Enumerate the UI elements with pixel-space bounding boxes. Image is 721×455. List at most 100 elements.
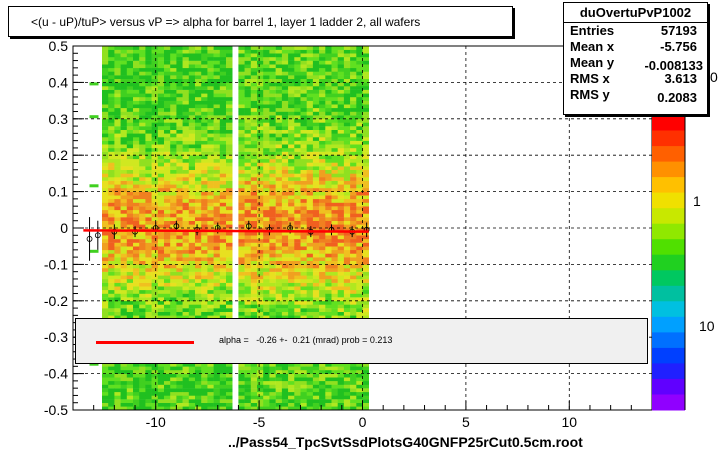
heatmap-cell	[157, 275, 165, 280]
heatmap-cell	[182, 373, 190, 378]
heatmap-cell	[300, 60, 307, 65]
heatmap-cell	[350, 107, 357, 112]
heatmap-cell	[362, 144, 369, 149]
heatmap-cell	[157, 249, 165, 254]
heatmap-cell	[133, 308, 140, 312]
heatmap-cell	[188, 238, 196, 243]
heatmap-cell	[294, 188, 301, 192]
heatmap-cell	[157, 129, 165, 134]
heatmap-cell	[182, 297, 190, 302]
heatmap-cell	[219, 209, 227, 214]
heatmap-cell	[102, 406, 109, 411]
heatmap-cell	[133, 246, 140, 251]
heatmap-cell	[281, 275, 289, 280]
heatmap-cell	[275, 300, 283, 305]
heatmap-cell	[294, 366, 301, 371]
heatmap-cell	[182, 147, 190, 152]
heatmap-cell	[219, 104, 227, 109]
heatmap-cell	[145, 46, 152, 50]
heatmap-cell	[126, 402, 134, 407]
heatmap-cell	[108, 104, 115, 109]
heatmap-cell	[226, 399, 233, 403]
heatmap-cell	[164, 268, 171, 272]
heatmap-cell	[201, 264, 208, 269]
heatmap-cell	[133, 191, 140, 196]
heatmap-cell	[133, 169, 140, 174]
heatmap-cell	[114, 304, 121, 309]
heatmap-cell	[176, 162, 183, 167]
heatmap-cell	[250, 279, 258, 283]
heatmap-cell	[275, 238, 283, 243]
heatmap-cell	[312, 395, 320, 400]
heatmap-cell	[250, 151, 258, 156]
heatmap-cell	[325, 257, 332, 261]
heatmap-cell	[288, 264, 295, 269]
heatmap-cell	[182, 271, 190, 276]
heatmap-cell	[294, 406, 301, 411]
heatmap-cell	[294, 147, 301, 152]
heatmap-cell	[269, 315, 276, 320]
heatmap-cell	[120, 129, 128, 134]
heatmap-cell	[263, 67, 270, 72]
heatmap-cell	[312, 228, 320, 232]
heatmap-cell	[139, 377, 146, 382]
heatmap-cell	[157, 137, 165, 141]
heatmap-cell	[238, 191, 245, 196]
heatmap-cell	[306, 380, 314, 385]
heatmap-cell	[269, 366, 276, 371]
heatmap-cell	[139, 169, 146, 174]
heatmap-cell	[312, 46, 320, 50]
heatmap-cell	[294, 220, 301, 225]
heatmap-cell	[300, 122, 307, 127]
heatmap-cell	[331, 366, 338, 371]
heatmap-cell	[114, 177, 121, 181]
heatmap-cell	[275, 158, 283, 163]
heatmap-cell	[281, 78, 289, 83]
heatmap-cell	[275, 133, 283, 138]
heatmap-cell	[325, 373, 332, 378]
heatmap-cell	[306, 304, 314, 309]
y-tick-label: 0.2	[49, 147, 69, 163]
colorbar-segment	[652, 332, 685, 349]
heatmap-cell	[164, 93, 171, 98]
heatmap-cell	[244, 191, 252, 196]
heatmap-cell	[213, 64, 221, 69]
heatmap-cell	[281, 228, 289, 232]
heatmap-cell	[226, 213, 233, 218]
heatmap-cell	[294, 97, 301, 101]
heatmap-cell	[319, 279, 326, 283]
heatmap-cell	[188, 391, 196, 396]
heatmap-cell	[269, 308, 276, 312]
heatmap-cell	[151, 147, 159, 152]
heatmap-cell	[238, 268, 245, 272]
heatmap-cell	[337, 195, 345, 200]
heatmap-cell	[120, 107, 128, 112]
heatmap-cell	[294, 60, 301, 65]
heatmap-cell	[325, 268, 332, 272]
heatmap-cell	[319, 395, 326, 400]
heatmap-cell	[188, 188, 196, 192]
heatmap-cell	[257, 133, 264, 138]
heatmap-cell	[213, 242, 221, 247]
heatmap-cell	[257, 242, 264, 247]
heatmap-cell	[170, 362, 177, 367]
heatmap-cell	[300, 126, 307, 130]
heatmap-cell	[145, 169, 152, 174]
heatmap-cell	[294, 362, 301, 367]
heatmap-cell	[312, 195, 320, 200]
heatmap-cell	[331, 282, 338, 287]
heatmap-cell	[207, 53, 214, 58]
heatmap-cell	[275, 260, 283, 265]
heatmap-cell	[213, 260, 221, 265]
heatmap-cell	[145, 49, 152, 54]
heatmap-cell	[350, 151, 357, 156]
heatmap-cell	[337, 137, 345, 141]
heatmap-cell	[170, 300, 177, 305]
heatmap-cell	[108, 246, 115, 251]
heatmap-cell	[102, 304, 109, 309]
heatmap-cell	[257, 279, 264, 283]
heatmap-cell	[331, 151, 338, 156]
heatmap-cell	[207, 224, 214, 229]
heatmap-cell	[188, 133, 196, 138]
heatmap-cell	[157, 46, 165, 50]
